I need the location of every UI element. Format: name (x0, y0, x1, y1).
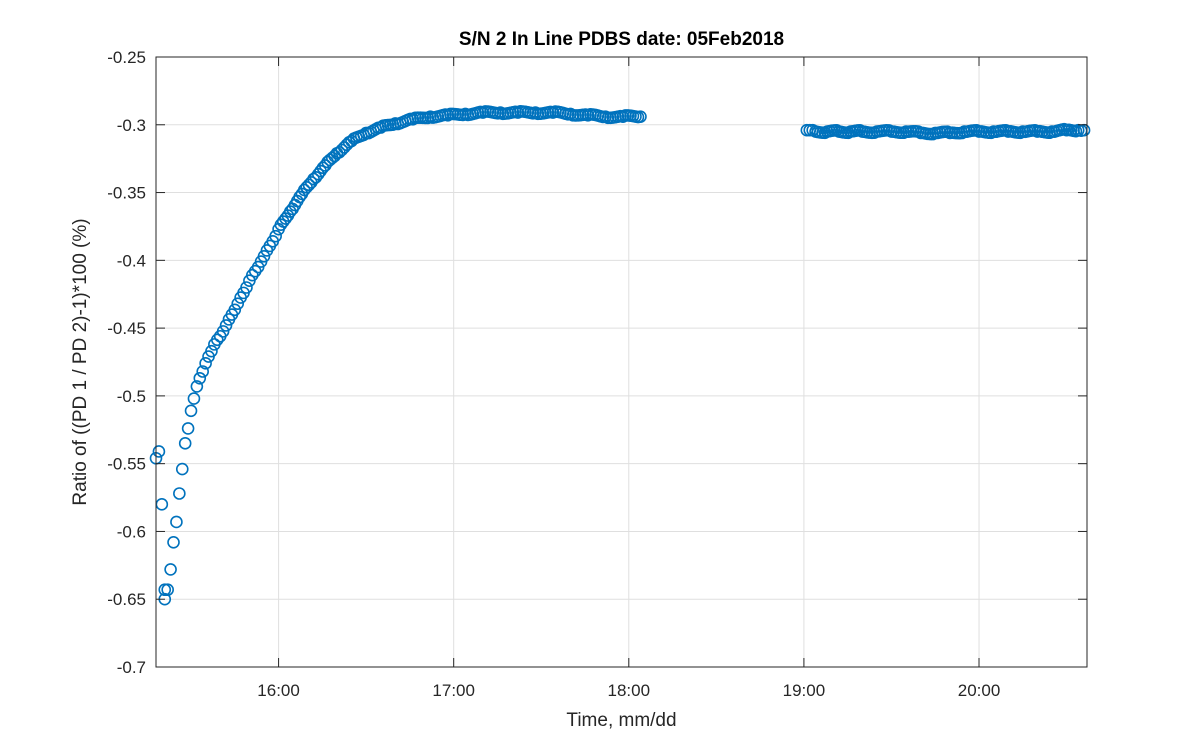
data-point (184, 404, 198, 418)
data-point (228, 303, 242, 317)
data-point (173, 487, 186, 500)
data-point (178, 437, 192, 450)
y-tick-label: -0.65 (107, 590, 146, 609)
data-point (161, 583, 174, 597)
data-point (181, 422, 195, 435)
y-tick-label: -0.7 (117, 658, 146, 677)
plot-area-frame (155, 56, 1088, 668)
x-tick-label: 20:00 (958, 681, 1001, 700)
data-point (216, 325, 230, 338)
x-tick-label: 16:00 (257, 681, 300, 700)
data-point (240, 281, 253, 294)
data-point (205, 344, 218, 358)
y-axis-label: Ratio of ((PD 1 / PD 2)-1)*100 (%) (70, 218, 91, 505)
y-tick-label: -0.25 (107, 48, 146, 67)
data-point (257, 249, 271, 263)
data-point (634, 110, 647, 123)
y-tick-label: -0.5 (117, 387, 146, 406)
x-tick-label: 19:00 (783, 681, 826, 700)
y-tick-label: -0.3 (117, 116, 146, 135)
data-point (167, 535, 180, 549)
x-tick-label: 17:00 (432, 681, 475, 700)
x-tick-label: 18:00 (608, 681, 651, 700)
data-point (190, 380, 204, 393)
y-tick-label: -0.55 (107, 455, 146, 474)
data-point (196, 365, 209, 378)
y-tick-label: -0.45 (107, 319, 146, 338)
data-point (170, 515, 183, 529)
data-point (187, 392, 201, 405)
axis-ticks-layer: 16:00 17:00 18:00 19:00 20:00 -0.25 -0.3 -0.35 -… (107, 48, 1087, 700)
data-point (155, 498, 169, 511)
data-point (269, 229, 282, 243)
data-point (164, 563, 177, 576)
y-tick-label: -0.4 (117, 251, 146, 270)
data-point (152, 445, 166, 458)
x-axis-label: Time, mm/dd (566, 710, 676, 731)
data-point (199, 357, 212, 370)
data-point (193, 371, 207, 385)
data-point (219, 319, 233, 332)
y-tick-label: -0.35 (107, 184, 146, 203)
grid-layer (156, 56, 1087, 668)
data-points-layer (149, 105, 1091, 606)
data-point (175, 462, 189, 476)
data-point (210, 333, 224, 347)
y-tick-label: -0.6 (117, 522, 146, 541)
chart-title: S/N 2 In Line PDBS date: 05Feb2018 (459, 29, 784, 50)
data-point (231, 297, 245, 311)
